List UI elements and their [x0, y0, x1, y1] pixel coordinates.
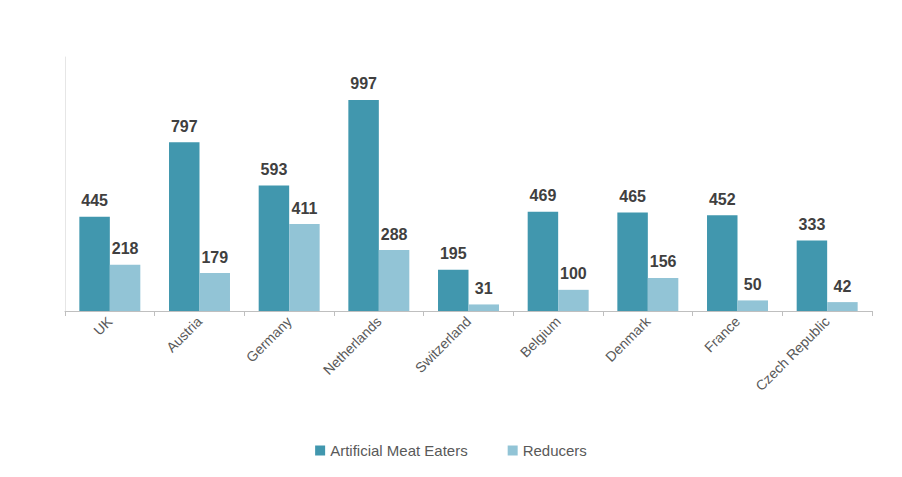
svg-text:Denmark: Denmark [602, 313, 654, 365]
svg-text:288: 288 [381, 226, 408, 243]
svg-text:Reducers: Reducers [523, 442, 587, 459]
svg-text:593: 593 [261, 161, 288, 178]
svg-text:Austria: Austria [163, 313, 205, 355]
svg-text:42: 42 [834, 278, 852, 295]
svg-text:Netherlands: Netherlands [320, 313, 385, 378]
svg-text:469: 469 [530, 187, 557, 204]
svg-text:31: 31 [475, 280, 493, 297]
svg-text:156: 156 [650, 253, 677, 270]
svg-text:333: 333 [799, 216, 826, 233]
svg-text:218: 218 [112, 240, 139, 257]
svg-text:195: 195 [440, 245, 467, 262]
svg-text:452: 452 [709, 191, 736, 208]
svg-text:Switzerland: Switzerland [412, 313, 474, 375]
svg-text:Germany: Germany [243, 313, 295, 365]
svg-text:France: France [701, 313, 743, 355]
svg-text:100: 100 [560, 265, 587, 282]
svg-text:797: 797 [171, 118, 198, 135]
svg-text:Artificial Meat Eaters: Artificial Meat Eaters [330, 442, 468, 459]
svg-text:Belgium: Belgium [517, 313, 564, 360]
svg-text:997: 997 [350, 75, 377, 92]
svg-text:UK: UK [90, 313, 116, 339]
svg-text:411: 411 [292, 200, 318, 217]
svg-text:Czech Republic: Czech Republic [752, 313, 833, 394]
svg-text:50: 50 [744, 276, 762, 293]
svg-text:179: 179 [201, 249, 228, 266]
svg-text:445: 445 [81, 192, 108, 209]
svg-text:465: 465 [619, 188, 646, 205]
